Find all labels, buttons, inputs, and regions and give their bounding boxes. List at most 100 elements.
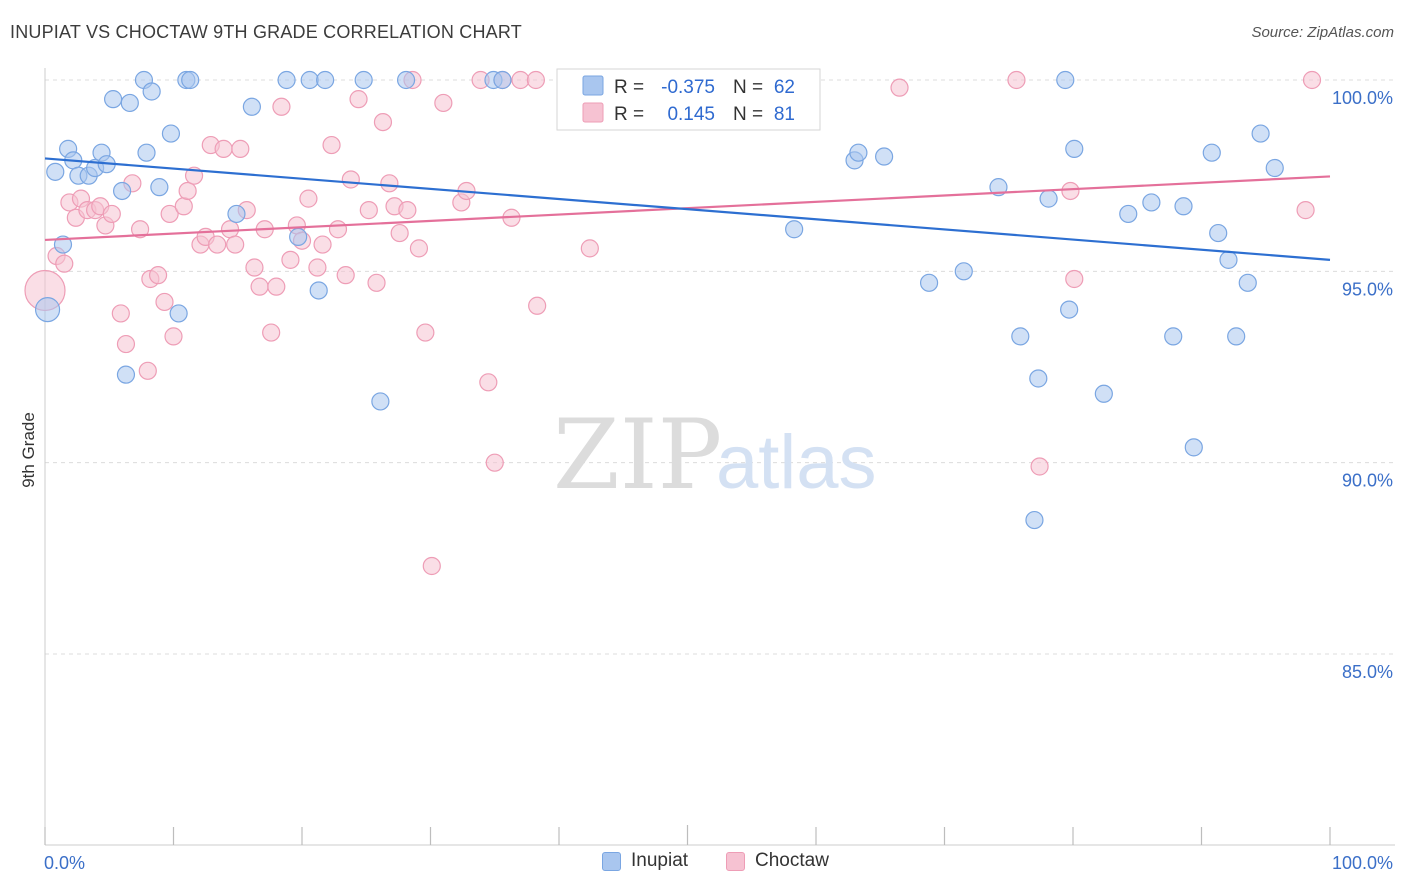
choctaw-point xyxy=(138,361,157,380)
choctaw-point xyxy=(1065,269,1084,289)
inupiat-point xyxy=(1039,189,1058,208)
choctaw-point xyxy=(281,250,300,269)
choctaw-point xyxy=(220,220,240,239)
inupiat-point xyxy=(150,178,169,197)
inupiat-point xyxy=(227,204,246,224)
y-tick-label-85: 85.0% xyxy=(1342,662,1393,682)
choctaw-point xyxy=(164,327,183,346)
choctaw-point xyxy=(359,201,378,220)
choctaw-point xyxy=(434,93,453,113)
inupiat-point xyxy=(1056,70,1075,90)
inupiat-point xyxy=(371,392,390,411)
choctaw-point xyxy=(262,323,281,342)
y-tick-label-90: 90.0% xyxy=(1342,471,1393,491)
inupiat-point xyxy=(289,227,308,246)
choctaw-point xyxy=(398,201,417,220)
bottom-legend-item-inupiat[interactable]: Inupiat xyxy=(602,850,688,872)
inupiat-point xyxy=(875,147,894,166)
inupiat-swatch xyxy=(602,851,621,871)
watermark-zip: ZIP xyxy=(553,399,722,511)
inupiat-point xyxy=(1164,327,1183,346)
choctaw-point xyxy=(250,277,269,296)
chart-title: INUPIAT VS CHOCTAW 9TH GRADE CORRELATION… xyxy=(10,22,522,42)
choctaw-point xyxy=(373,112,393,132)
inupiat-point xyxy=(1011,327,1030,346)
choctaw-point xyxy=(116,334,136,354)
inupiat-point xyxy=(242,97,261,116)
inupiat-point xyxy=(1202,143,1221,162)
inupiat-point xyxy=(169,304,188,323)
y-axis-title: 9th Grade xyxy=(19,412,38,488)
choctaw-swatch xyxy=(726,851,745,871)
inupiat-point xyxy=(989,178,1008,197)
bottom-legend-item-choctaw[interactable]: Choctaw xyxy=(726,850,829,872)
choctaw-point xyxy=(1007,70,1026,90)
inupiat-point xyxy=(309,281,328,300)
choctaw-point xyxy=(328,220,348,239)
choctaw-point xyxy=(322,135,341,155)
choctaw-point xyxy=(272,97,291,116)
watermark: ZIP atlas xyxy=(553,399,877,511)
bottom-legend-label-inupiat: Inupiat xyxy=(631,850,689,871)
choctaw-point xyxy=(479,373,498,392)
inupiat-point xyxy=(354,70,373,90)
inupiat-point xyxy=(1142,193,1161,212)
legend-n-label-inupiat: N = xyxy=(733,77,763,98)
choctaw-point xyxy=(526,70,545,90)
choctaw-point xyxy=(890,78,909,97)
axes-layer xyxy=(44,68,1395,846)
bottom-legend-label-choctaw: Choctaw xyxy=(755,850,829,871)
choctaw-point xyxy=(313,235,332,254)
legend-swatch-choctaw xyxy=(582,102,604,123)
choctaw-point xyxy=(174,197,193,216)
inupiat-point xyxy=(1060,300,1079,319)
inupiat-point xyxy=(1174,197,1193,216)
choctaw-point xyxy=(390,223,409,243)
choctaw-point xyxy=(580,239,599,258)
inupiat-point xyxy=(785,220,804,239)
inupiat-point xyxy=(919,273,939,292)
inupiat-point xyxy=(1227,327,1246,346)
choctaw-point xyxy=(1296,201,1315,220)
inupiat-point xyxy=(1251,124,1270,143)
inupiat-point xyxy=(1065,139,1084,158)
choctaw-point xyxy=(214,139,233,158)
choctaw-point xyxy=(299,189,318,208)
choctaw-point xyxy=(130,220,150,239)
inupiat-point xyxy=(1025,510,1044,530)
legend-r-value-choctaw: 0.145 xyxy=(667,104,715,125)
y-tick-label-95: 95.0% xyxy=(1342,279,1393,299)
inupiat-point xyxy=(104,90,123,109)
grid-layer xyxy=(45,79,1395,655)
inupiat-point xyxy=(1209,223,1228,243)
inupiat-point xyxy=(1219,250,1238,269)
trend-lines xyxy=(44,157,1331,261)
inupiat-point xyxy=(1184,438,1203,457)
legend-n-value-inupiat: 62 xyxy=(774,77,795,98)
inupiat-point xyxy=(120,93,139,113)
inupiat-point xyxy=(316,70,335,90)
choctaw-point xyxy=(160,204,179,224)
inupiat-point xyxy=(34,297,61,323)
choctaw-point xyxy=(336,266,355,285)
inupiat-point xyxy=(954,262,973,281)
legend-swatch-inupiat xyxy=(582,75,604,96)
inupiat-point xyxy=(142,82,161,101)
choctaw-point xyxy=(1061,181,1080,201)
choctaw-point xyxy=(267,277,286,296)
inupiat-point xyxy=(116,365,136,384)
inupiat-point xyxy=(137,143,156,162)
choctaw-points xyxy=(24,70,1322,576)
choctaw-point xyxy=(111,304,130,323)
legend-r-value-inupiat: -0.375 xyxy=(661,77,715,98)
choctaw-point xyxy=(528,296,547,315)
choctaw-point xyxy=(231,139,250,158)
choctaw-point xyxy=(416,323,435,342)
choctaw-point xyxy=(308,258,327,277)
choctaw-point xyxy=(102,204,121,224)
inupiat-point xyxy=(1029,369,1048,388)
inupiat-trend-line xyxy=(44,157,1331,261)
choctaw-point xyxy=(178,181,197,201)
choctaw-point xyxy=(409,239,429,258)
y-tick-label-100: 100.0% xyxy=(1332,88,1393,108)
